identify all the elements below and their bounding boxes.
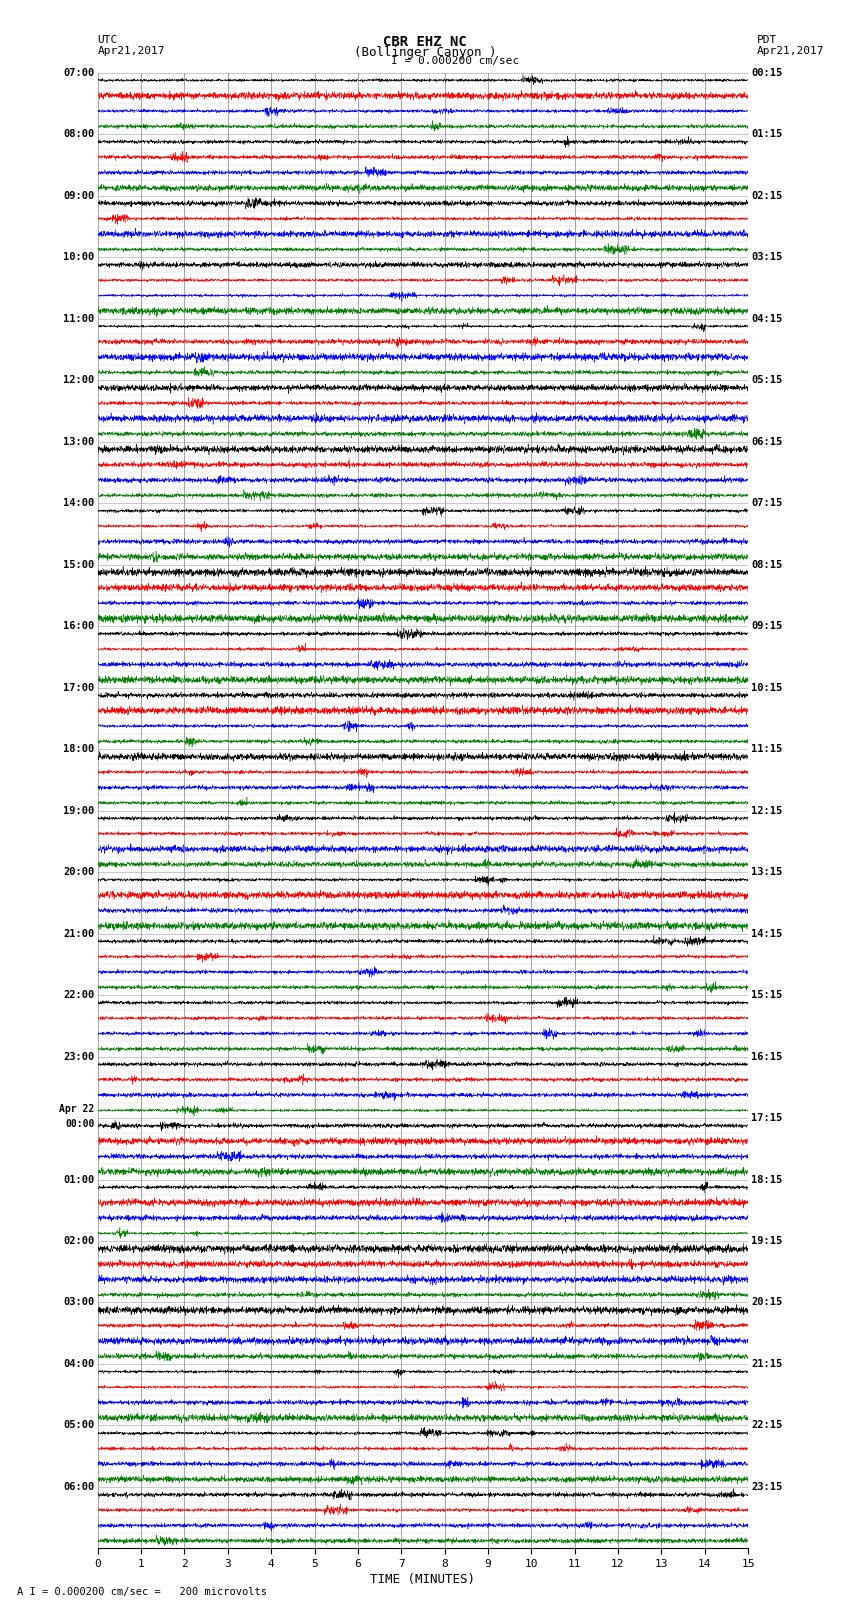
Text: PDT: PDT	[756, 35, 777, 45]
Text: 04:00: 04:00	[63, 1360, 94, 1369]
Text: 21:00: 21:00	[63, 929, 94, 939]
Text: 10:00: 10:00	[63, 252, 94, 261]
Text: 03:15: 03:15	[751, 252, 783, 261]
Text: 05:15: 05:15	[751, 376, 783, 386]
Text: 17:15: 17:15	[751, 1113, 783, 1123]
Text: (Bollinger Canyon ): (Bollinger Canyon )	[354, 45, 496, 60]
Text: 23:15: 23:15	[751, 1482, 783, 1492]
Text: 01:00: 01:00	[63, 1174, 94, 1184]
Text: UTC: UTC	[98, 35, 118, 45]
Text: 04:15: 04:15	[751, 313, 783, 324]
Text: I = 0.000200 cm/sec: I = 0.000200 cm/sec	[391, 56, 519, 66]
Text: 16:15: 16:15	[751, 1052, 783, 1061]
Text: 07:15: 07:15	[751, 498, 783, 508]
Text: 07:00: 07:00	[63, 68, 94, 77]
Text: 13:15: 13:15	[751, 868, 783, 877]
Text: 19:15: 19:15	[751, 1236, 783, 1245]
Text: 11:00: 11:00	[63, 313, 94, 324]
Text: 02:15: 02:15	[751, 190, 783, 200]
Text: 12:00: 12:00	[63, 376, 94, 386]
Text: 02:00: 02:00	[63, 1236, 94, 1245]
Text: 23:00: 23:00	[63, 1052, 94, 1061]
Text: CBR EHZ NC: CBR EHZ NC	[383, 35, 467, 48]
Text: 16:00: 16:00	[63, 621, 94, 631]
Text: 13:00: 13:00	[63, 437, 94, 447]
Text: 15:15: 15:15	[751, 990, 783, 1000]
Text: 08:00: 08:00	[63, 129, 94, 139]
Text: 22:00: 22:00	[63, 990, 94, 1000]
Text: 15:00: 15:00	[63, 560, 94, 569]
Text: 11:15: 11:15	[751, 744, 783, 753]
Text: 09:15: 09:15	[751, 621, 783, 631]
Text: 22:15: 22:15	[751, 1421, 783, 1431]
Text: 18:00: 18:00	[63, 744, 94, 753]
Text: Apr21,2017: Apr21,2017	[98, 45, 165, 56]
Text: 08:15: 08:15	[751, 560, 783, 569]
Text: 05:00: 05:00	[63, 1421, 94, 1431]
Text: 01:15: 01:15	[751, 129, 783, 139]
Text: 19:00: 19:00	[63, 805, 94, 816]
Text: 10:15: 10:15	[751, 682, 783, 692]
X-axis label: TIME (MINUTES): TIME (MINUTES)	[371, 1573, 475, 1586]
Text: 09:00: 09:00	[63, 190, 94, 200]
Text: 00:15: 00:15	[751, 68, 783, 77]
Text: 18:15: 18:15	[751, 1174, 783, 1184]
Text: 12:15: 12:15	[751, 805, 783, 816]
Text: 20:15: 20:15	[751, 1297, 783, 1308]
Text: 00:00: 00:00	[65, 1119, 94, 1129]
Text: 14:00: 14:00	[63, 498, 94, 508]
Text: A I = 0.000200 cm/sec =   200 microvolts: A I = 0.000200 cm/sec = 200 microvolts	[17, 1587, 267, 1597]
Text: 06:15: 06:15	[751, 437, 783, 447]
Text: 20:00: 20:00	[63, 868, 94, 877]
Text: Apr21,2017: Apr21,2017	[756, 45, 824, 56]
Text: 03:00: 03:00	[63, 1297, 94, 1308]
Text: 14:15: 14:15	[751, 929, 783, 939]
Text: 17:00: 17:00	[63, 682, 94, 692]
Text: 06:00: 06:00	[63, 1482, 94, 1492]
Text: 21:15: 21:15	[751, 1360, 783, 1369]
Text: Apr 22: Apr 22	[60, 1103, 94, 1113]
